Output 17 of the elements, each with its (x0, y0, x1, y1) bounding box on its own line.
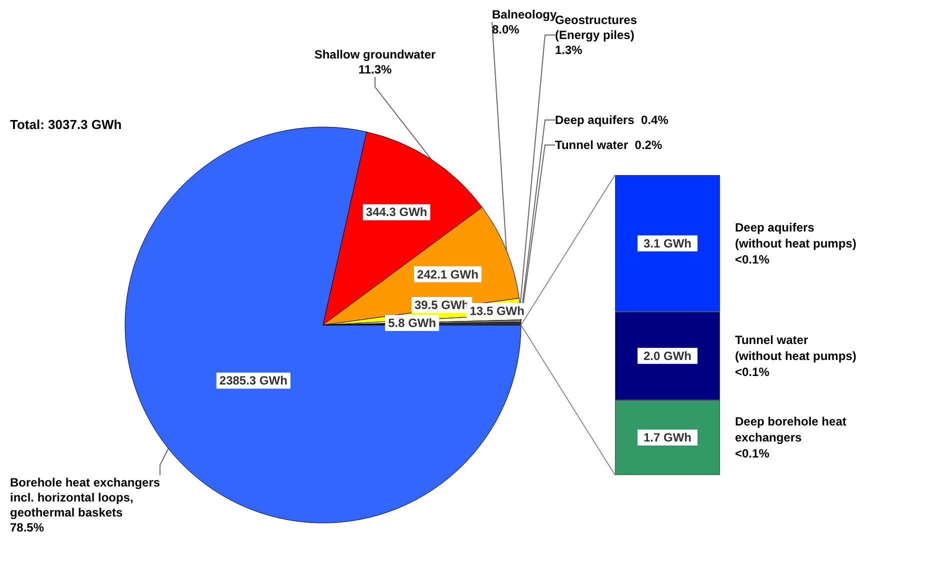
data-label: 2385.3 GWh (219, 374, 288, 388)
slice-label: Geostructures (Energy piles) 1.3% (555, 13, 638, 57)
data-label: 3.1 GWh (643, 236, 692, 250)
series-label: Deep borehole heat exchangers <0.1% (735, 414, 846, 460)
slice-label: Borehole heat exchangers incl. horizontal loops, geothermal baskets 78.5% (10, 476, 160, 534)
data-label: 5.8 GWh (388, 316, 436, 330)
text: Total: 3037.3 GWh (10, 117, 122, 132)
series-label: Deep aquifers (without heat pumps) <0.1% (735, 220, 856, 266)
slice-label: Shallow groundwater 11.3% (314, 48, 436, 76)
data-label: 13.5 GWh (470, 304, 524, 318)
data-label: 1.7 GWh (643, 430, 692, 444)
data-label: 2.0 GWh (643, 348, 692, 363)
slice-label: Deep aquifers 0.4% (555, 113, 669, 127)
slice-label: Tunnel water 0.2% (555, 138, 662, 152)
data-label: 344.3 GWh (366, 205, 428, 220)
data-label: 242.1 GWh (417, 267, 478, 282)
series-label: Tunnel water (without heat pumps) <0.1% (735, 332, 856, 379)
